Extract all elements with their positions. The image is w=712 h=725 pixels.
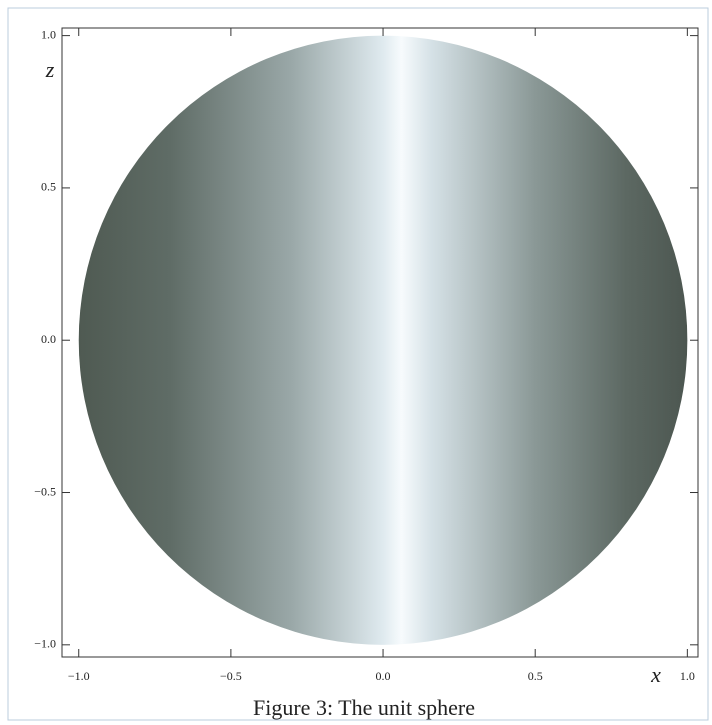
unit-disk <box>79 36 688 645</box>
x-tick-label: 0.0 <box>376 669 391 683</box>
y-axis-label: z <box>45 57 55 82</box>
y-tick-label: −1.0 <box>34 637 56 651</box>
caption: Figure 3: The unit sphere <box>253 695 475 720</box>
page: z x Figure 3: The unit sphere −1.0 −0.5 0.… <box>0 0 712 725</box>
y-tick-label: 0.5 <box>41 180 56 194</box>
x-tick-label: 1.0 <box>680 669 695 683</box>
x-tick-label: 0.5 <box>528 669 543 683</box>
y-tick-label: 1.0 <box>41 27 56 41</box>
x-tick-label: −1.0 <box>68 669 90 683</box>
x-tick-label: −0.5 <box>220 669 242 683</box>
figure: z x Figure 3: The unit sphere −1.0 −0.5 0.… <box>0 0 712 725</box>
x-axis-label: x <box>650 662 661 687</box>
y-tick-label: −0.5 <box>34 484 56 498</box>
y-tick-label: 0.0 <box>41 332 56 346</box>
